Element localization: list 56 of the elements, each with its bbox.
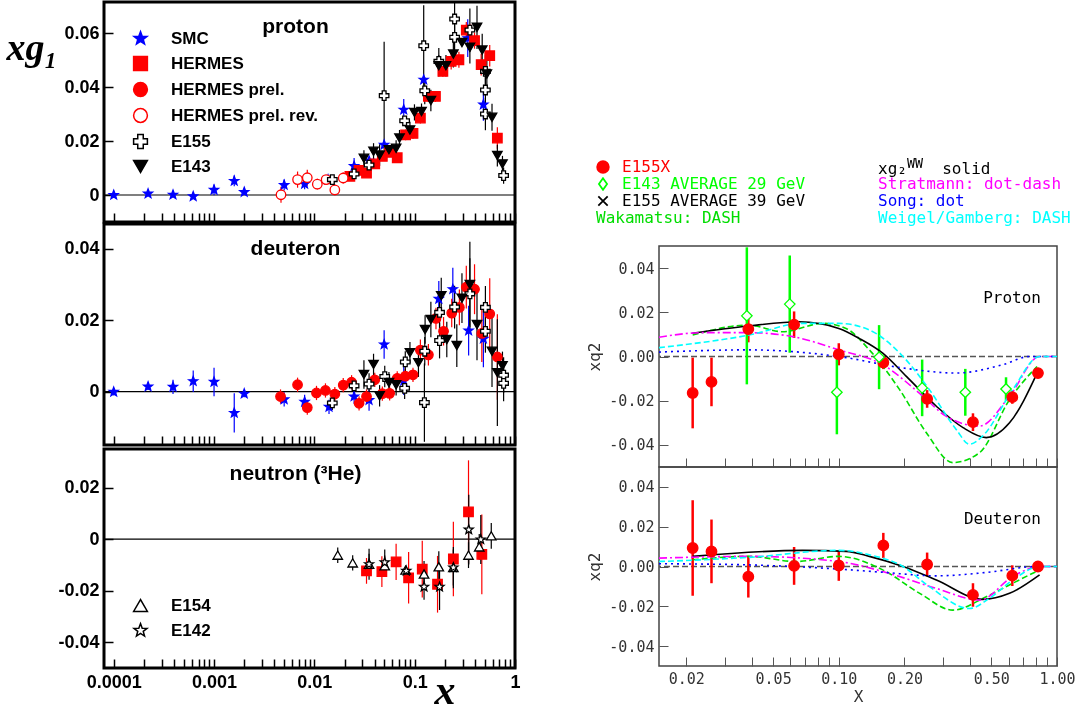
text: proton	[262, 14, 329, 37]
y-axis-title: xg₁	[5, 25, 58, 68]
x-axis-title: X	[853, 686, 864, 706]
y-tick-label: 0	[89, 184, 100, 205]
y-tick-label: 0.02	[618, 303, 655, 322]
text: neutron (³He)	[229, 461, 362, 484]
x-tick-label: 0.05	[755, 669, 792, 688]
x-tick-label: 1.00	[1039, 669, 1076, 688]
legend-label: HERMES prel. rev.	[171, 105, 319, 125]
y-tick-label: -0.04	[609, 637, 655, 656]
text: Song: dot	[878, 191, 965, 210]
y-tick-label: -0.04	[609, 436, 655, 455]
text: deuteron	[250, 236, 341, 259]
x-tick-label: 0.50	[973, 669, 1010, 688]
legend-label: E154	[171, 595, 212, 615]
x-tick-label: 0.0001	[86, 671, 142, 692]
y-tick-label: -0.02	[58, 580, 100, 601]
y-tick-label: -0.02	[609, 597, 655, 616]
x-tick-label: 0.10	[821, 669, 858, 688]
legend-label: HERMES prel.	[171, 79, 285, 99]
y-tick-label: 0.02	[64, 309, 100, 330]
y-tick-label: -0.02	[609, 392, 655, 411]
y-axis-title: xq2	[585, 342, 605, 372]
y-tick-label: 0	[89, 528, 100, 549]
x-tick-label: 0.1	[402, 671, 428, 692]
y-tick-label: 0	[89, 381, 100, 402]
y-tick-label: 0.04	[618, 478, 655, 497]
x-tick-label: 0.001	[192, 671, 238, 692]
y-tick-label: 0.00	[618, 348, 655, 366]
legend-label: E155 AVERAGE 39 GeV	[622, 191, 806, 210]
legend-label: E155	[171, 131, 211, 151]
y-tick-label: 0.06	[64, 22, 100, 43]
y-tick-label: 0.04	[64, 238, 100, 259]
x-axis-title: x	[433, 666, 456, 712]
y-tick-label: 0.02	[64, 477, 100, 498]
x-tick-label: 0.01	[297, 671, 333, 692]
text: Weigel/Gamberg: DASH	[878, 208, 1071, 227]
x-tick-label: 0.20	[886, 669, 924, 688]
y-tick-label: -0.04	[58, 631, 100, 652]
y-tick-label: 0.04	[64, 76, 100, 97]
x-tick-label: 0.02	[668, 669, 705, 688]
legend-label: SMC	[171, 28, 209, 48]
y-tick-label: 0.04	[618, 259, 655, 278]
text: Proton	[983, 288, 1041, 307]
legend-label: E155X	[622, 157, 671, 176]
legend-label: HERMES	[171, 53, 244, 73]
legend-label: E143	[171, 156, 211, 176]
text: Deuteron	[963, 509, 1041, 528]
legend-label: E142	[171, 620, 211, 640]
legend-label: E143 AVERAGE 29 GeV	[622, 174, 806, 193]
y-tick-label: 0.00	[618, 558, 655, 576]
y-tick-label: 0.02	[64, 130, 100, 151]
x-tick-label: 1	[510, 671, 521, 692]
y-tick-label: 0.02	[618, 518, 655, 537]
y-axis-title: xq2	[585, 552, 605, 582]
text: Wakamatsu: DASH	[596, 208, 741, 227]
